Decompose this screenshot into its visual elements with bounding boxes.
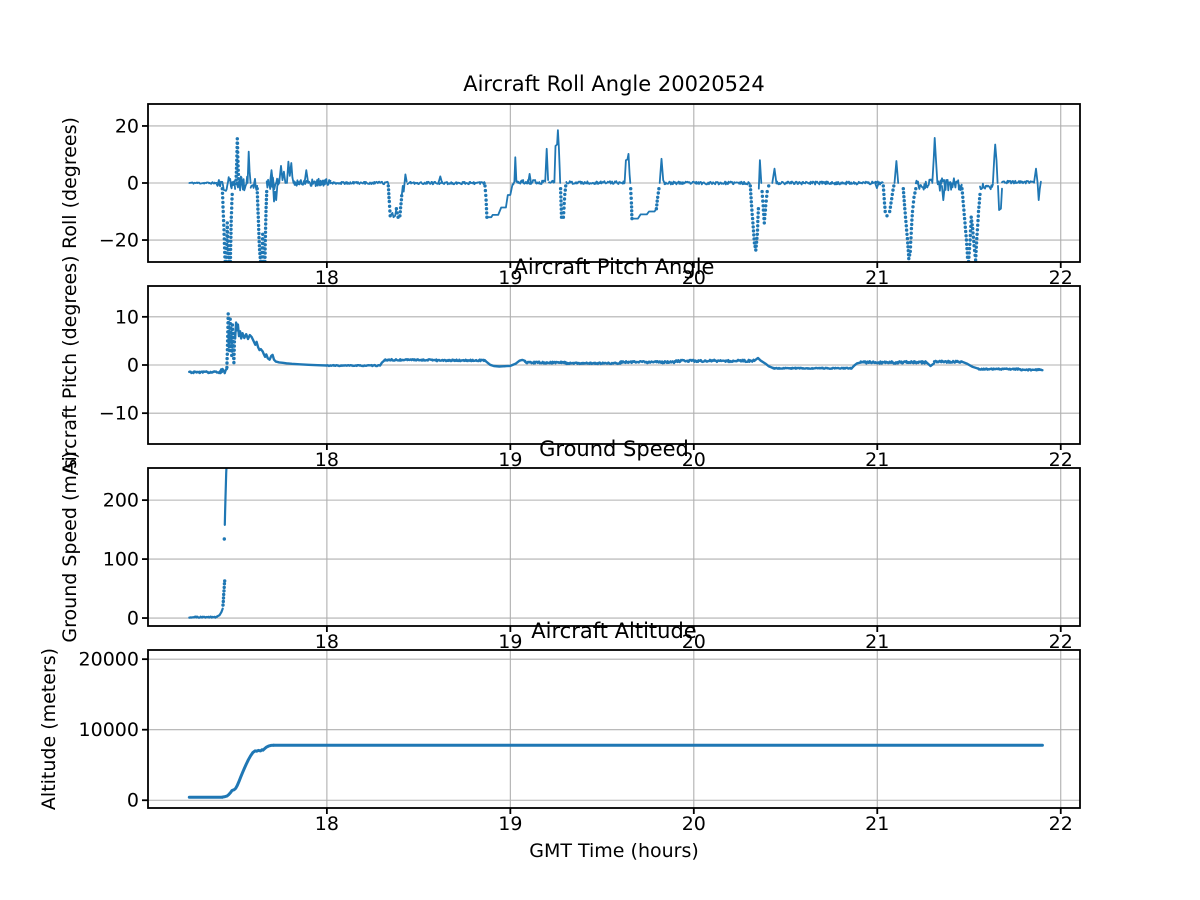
speed-grid (148, 468, 1080, 626)
svg-text:20: 20 (682, 813, 706, 835)
subplot-title-altitude: Aircraft Altitude (531, 619, 697, 643)
svg-text:21: 21 (865, 267, 889, 289)
svg-text:18: 18 (315, 449, 339, 471)
speed-ticks (142, 499, 1062, 632)
svg-text:20: 20 (682, 267, 706, 289)
svg-text:19: 19 (498, 449, 522, 471)
svg-text:20: 20 (115, 115, 139, 137)
svg-text:21: 21 (865, 631, 889, 653)
ylabel-roll: Roll (degrees) (59, 117, 81, 249)
figure-title: Aircraft Roll Angle 20020524 (463, 72, 765, 96)
svg-text:21: 21 (865, 813, 889, 835)
svg-text:20: 20 (682, 631, 706, 653)
subplot-speed: 18 19 20 21 22 0 100 200 (103, 467, 1081, 653)
svg-text:22: 22 (1049, 813, 1073, 835)
ylabel-pitch: Aircraft Pitch (degrees) (59, 255, 81, 475)
subplot-roll: 18 19 20 21 22 −20 0 20 (99, 103, 1081, 289)
svg-text:18: 18 (315, 813, 339, 835)
svg-text:18: 18 (315, 631, 339, 653)
svg-text:100: 100 (103, 549, 139, 571)
subplot-title-speed: Ground Speed (539, 437, 689, 461)
svg-text:19: 19 (498, 267, 522, 289)
svg-text:18: 18 (315, 267, 339, 289)
speed-tick-labels: 18 19 20 21 22 0 100 200 (103, 490, 1073, 653)
altitude-tick-labels: 18 19 20 21 22 0 10000 20000 (79, 649, 1073, 835)
svg-text:22: 22 (1049, 449, 1073, 471)
roll-tick-labels: 18 19 20 21 22 −20 0 20 (99, 115, 1073, 289)
pitch-series (188, 312, 1044, 375)
pitch-tick-labels: 18 19 20 21 22 −10 0 10 (99, 306, 1073, 471)
altitude-grid (148, 650, 1080, 808)
svg-text:0: 0 (127, 608, 139, 630)
roll-ticks (142, 125, 1062, 268)
subplot-altitude: 18 19 20 21 22 0 10000 20000 (79, 649, 1081, 835)
subplot-pitch: 18 19 20 21 22 −10 0 10 (99, 285, 1081, 471)
svg-text:19: 19 (498, 813, 522, 835)
svg-text:−10: −10 (99, 403, 139, 425)
svg-text:22: 22 (1049, 631, 1073, 653)
altitude-series (187, 743, 1044, 799)
svg-text:−20: −20 (99, 230, 139, 252)
altitude-ticks (142, 658, 1062, 814)
xlabel-gmt-time: GMT Time (hours) (529, 840, 699, 862)
svg-text:200: 200 (103, 490, 139, 512)
svg-text:20000: 20000 (79, 649, 139, 671)
ylabel-altitude: Altitude (meters) (38, 647, 60, 811)
svg-text:0: 0 (127, 173, 139, 195)
svg-text:21: 21 (865, 449, 889, 471)
pitch-grid (148, 286, 1080, 444)
ylabel-speed: Ground Speed (m/s) (59, 451, 81, 643)
altitude-spines (147, 649, 1081, 809)
svg-text:0: 0 (127, 355, 139, 377)
speed-series (188, 468, 228, 619)
subplot-title-pitch: Aircraft Pitch Angle (513, 255, 715, 279)
svg-text:0: 0 (127, 790, 139, 812)
svg-text:10000: 10000 (79, 719, 139, 741)
svg-text:10: 10 (115, 306, 139, 328)
pitch-ticks (142, 315, 1062, 450)
svg-text:22: 22 (1049, 267, 1073, 289)
svg-text:19: 19 (498, 631, 522, 653)
roll-series (188, 129, 1042, 262)
speed-spines (147, 467, 1081, 627)
svg-text:20: 20 (682, 449, 706, 471)
